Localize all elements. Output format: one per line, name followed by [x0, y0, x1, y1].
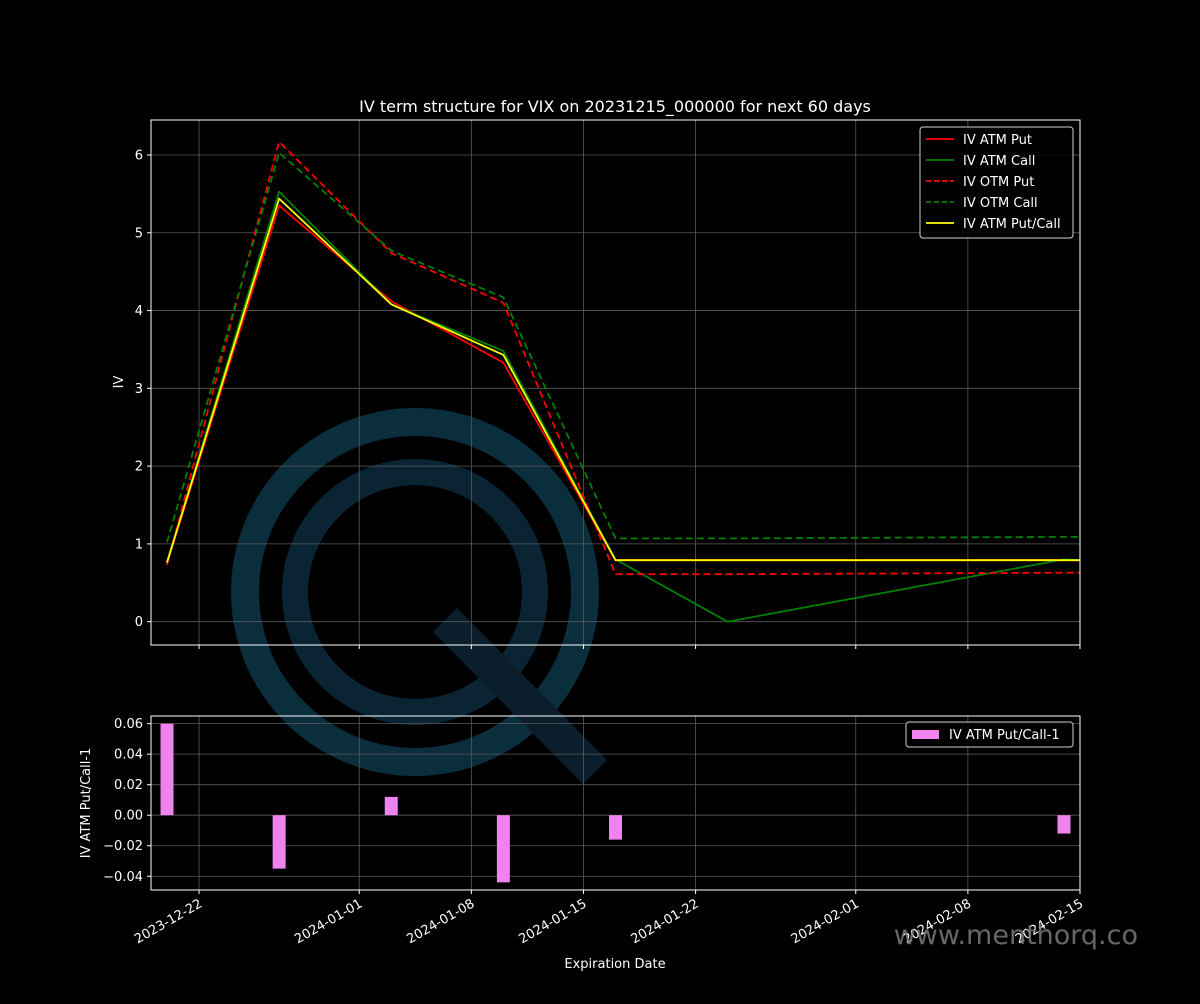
legend-label: IV ATM Call — [963, 154, 1035, 169]
bottom-legend: IV ATM Put/Call-1 — [906, 722, 1073, 747]
bottom-y-tick-label: 0.04 — [114, 748, 143, 763]
bar — [609, 815, 622, 839]
bottom-y-tick-label: 0.02 — [114, 778, 143, 793]
x-axis-label: Expiration Date — [564, 957, 665, 972]
top-y-tick-label: 6 — [135, 149, 143, 164]
legend-label: IV OTM Call — [963, 196, 1038, 211]
top-legend: IV ATM Put IV ATM Call IV OTM Put IV OTM Ca… — [920, 127, 1073, 238]
top-y-tick-label: 3 — [135, 382, 143, 397]
bottom-y-tick-label: −0.04 — [103, 870, 143, 885]
bottom-y-tick-label: 0.00 — [114, 809, 143, 824]
bar — [1057, 815, 1070, 833]
top-y-tick-label: 0 — [135, 615, 143, 630]
bar — [161, 724, 174, 816]
top-y-axis-label: IV — [112, 376, 127, 389]
bar — [497, 815, 510, 882]
top-y-tick-label: 2 — [135, 460, 143, 475]
legend-label: IV OTM Put — [963, 175, 1034, 190]
top-y-tick-label: 4 — [135, 304, 143, 319]
bottom-y-axis-label: IV ATM Put/Call-1 — [79, 748, 94, 859]
legend-label: IV ATM Put/Call-1 — [949, 728, 1060, 743]
legend-label: IV ATM Put — [963, 133, 1032, 148]
chart-title: IV term structure for VIX on 20231215_00… — [359, 97, 871, 117]
bottom-y-tick-label: −0.02 — [103, 839, 143, 854]
bar — [273, 815, 286, 868]
legend-label: IV ATM Put/Call — [963, 217, 1061, 232]
top-y-tick-label: 1 — [135, 537, 143, 552]
watermark-text: www.menthorq.co — [894, 920, 1138, 951]
bottom-y-tick-label: 0.06 — [114, 717, 143, 732]
bar — [385, 797, 398, 815]
legend-swatch — [912, 730, 939, 739]
top-y-tick-label: 5 — [135, 226, 143, 241]
